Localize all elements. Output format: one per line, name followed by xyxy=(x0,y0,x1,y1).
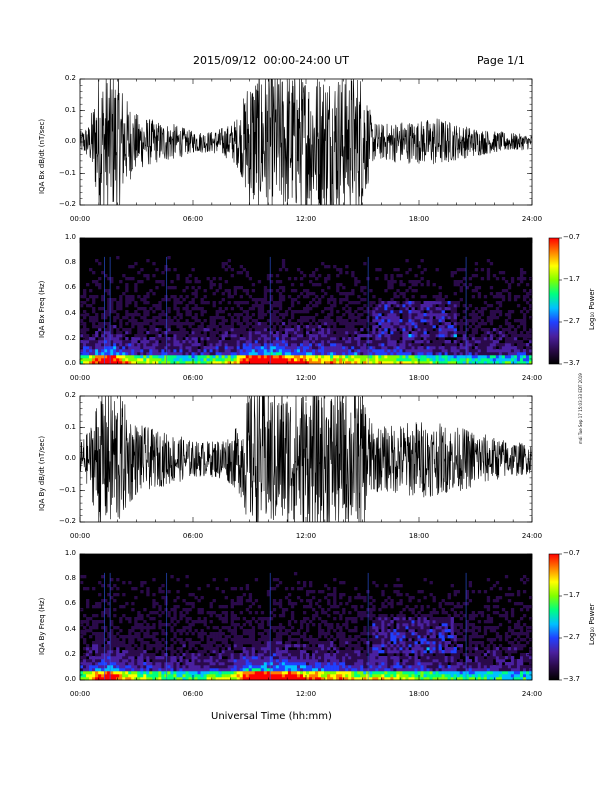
x-tick-label: 00:00 xyxy=(69,532,91,540)
timestamp-note: mdi Tue Sep 17 15:03:33 EDT 2019 xyxy=(578,373,583,444)
colorbar-tick-label: −3.7 xyxy=(563,359,580,367)
panel4-ylabel: IQA By Freq (Hz) xyxy=(38,597,46,655)
panel-3 xyxy=(79,395,533,523)
x-tick-label: 24:00 xyxy=(521,374,543,382)
colorbar1-label: Log₁₀ Power xyxy=(588,288,596,330)
colorbar2-label: Log₁₀ Power xyxy=(588,603,596,645)
panel3-ylabel: IQA By dB/dt (nT/sec) xyxy=(38,435,46,511)
y-tick-label: 1.0 xyxy=(64,233,76,241)
x-tick-label: 12:00 xyxy=(295,690,317,698)
colorbar-tick-label: −3.7 xyxy=(563,675,580,683)
x-tick-label: 18:00 xyxy=(408,374,430,382)
colorbar-tick-label: −0.7 xyxy=(563,549,580,557)
y-tick-label: 0.0 xyxy=(64,675,76,683)
x-tick-label: 00:00 xyxy=(69,690,91,698)
colorbar-tick-label: −2.7 xyxy=(563,317,580,325)
panel-4 xyxy=(79,553,562,681)
y-tick-label: 0.1 xyxy=(64,422,76,431)
x-tick-label: 06:00 xyxy=(182,374,204,382)
x-axis-title: Universal Time (hh:mm) xyxy=(211,711,332,722)
plot-title: 2015/09/12 00:00-24:00 UT xyxy=(193,54,350,67)
y-tick-label: 1.0 xyxy=(64,549,76,557)
x-tick-label: 06:00 xyxy=(182,215,204,223)
colorbar xyxy=(548,237,560,365)
y-tick-label: 0.4 xyxy=(64,624,76,633)
colorbar-tick-label: −1.7 xyxy=(563,591,580,599)
y-tick-label: 0.2 xyxy=(64,333,76,342)
colorbar-tick-label: −0.7 xyxy=(563,233,580,241)
waveform-series xyxy=(80,396,532,522)
x-tick-label: 24:00 xyxy=(521,215,543,223)
x-tick-label: 18:00 xyxy=(408,690,430,698)
x-tick-label: 00:00 xyxy=(69,374,91,382)
y-tick-label: 0.0 xyxy=(64,454,76,462)
y-tick-label: 0.2 xyxy=(64,391,76,399)
y-tick-label: −0.1 xyxy=(59,485,76,494)
x-tick-label: 18:00 xyxy=(408,215,430,223)
y-tick-label: 0.6 xyxy=(64,283,76,292)
waveform-series xyxy=(80,79,532,205)
y-tick-label: 0.6 xyxy=(64,599,76,608)
x-tick-label: 06:00 xyxy=(182,532,204,540)
y-tick-label: 0.2 xyxy=(64,649,76,658)
x-tick-label: 24:00 xyxy=(521,690,543,698)
x-tick-label: 12:00 xyxy=(295,215,317,223)
panel2-ylabel: IQA Bx Freq (Hz) xyxy=(38,280,46,338)
colorbar xyxy=(548,553,560,681)
panel1-ylabel: IQA Bx dB/dt (nT/sec) xyxy=(38,118,46,194)
x-tick-label: 06:00 xyxy=(182,690,204,698)
x-tick-label: 00:00 xyxy=(69,215,91,223)
y-tick-label: −0.2 xyxy=(59,200,76,208)
colorbar-tick-label: −1.7 xyxy=(563,275,580,283)
x-tick-label: 24:00 xyxy=(521,532,543,540)
y-tick-label: 0.8 xyxy=(64,258,76,267)
panel-1 xyxy=(79,78,533,206)
y-tick-label: −0.2 xyxy=(59,517,76,525)
x-tick-label: 12:00 xyxy=(295,374,317,382)
y-tick-label: 0.0 xyxy=(64,359,76,367)
y-tick-label: 0.4 xyxy=(64,308,76,317)
y-tick-label: 0.0 xyxy=(64,137,76,145)
panel-2 xyxy=(79,237,562,365)
colorbar-tick-label: −2.7 xyxy=(563,633,580,641)
page-indicator: Page 1/1 xyxy=(477,54,525,67)
y-tick-label: 0.1 xyxy=(64,105,76,114)
x-tick-label: 18:00 xyxy=(408,532,430,540)
y-tick-label: −0.1 xyxy=(59,168,76,177)
y-tick-label: 0.2 xyxy=(64,74,76,82)
x-tick-label: 12:00 xyxy=(295,532,317,540)
y-tick-label: 0.8 xyxy=(64,574,76,583)
